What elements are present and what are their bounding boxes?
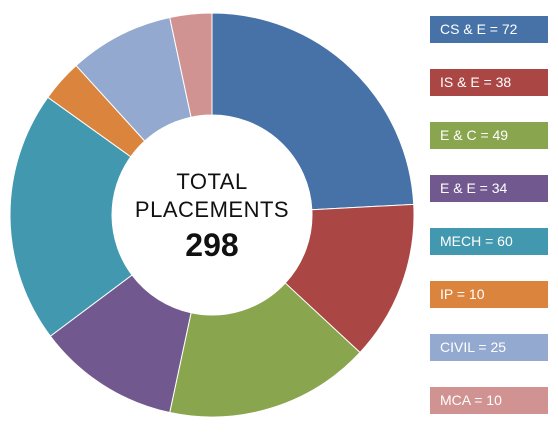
legend-item-ip: IP = 10 <box>430 281 548 308</box>
center-total-value: 298 <box>185 227 239 263</box>
legend-item-civil: CIVIL = 25 <box>430 334 548 361</box>
center-title-line2: PLACEMENTS <box>134 197 290 222</box>
legend-item-e-e: E & E = 34 <box>430 175 548 202</box>
donut-slice-mca <box>169 12 213 118</box>
chart-legend: CS & E = 72 IS & E = 38 E & C = 49 E & E… <box>430 16 548 440</box>
legend-item-cs-e: CS & E = 72 <box>430 16 548 43</box>
legend-item-mech: MECH = 60 <box>430 228 548 255</box>
legend-item-is-e: IS & E = 38 <box>430 69 548 96</box>
legend-item-e-c: E & C = 49 <box>430 122 548 149</box>
legend-item-mca: MCA = 10 <box>430 387 548 414</box>
donut-slice-cs-e <box>211 12 415 211</box>
donut-chart <box>9 12 415 418</box>
donut-slice-mech <box>9 96 133 337</box>
center-title-line1: TOTAL <box>176 169 248 194</box>
donut-center-label: TOTAL PLACEMENTS 298 <box>112 168 312 264</box>
donut-slice-e-c <box>169 282 361 418</box>
